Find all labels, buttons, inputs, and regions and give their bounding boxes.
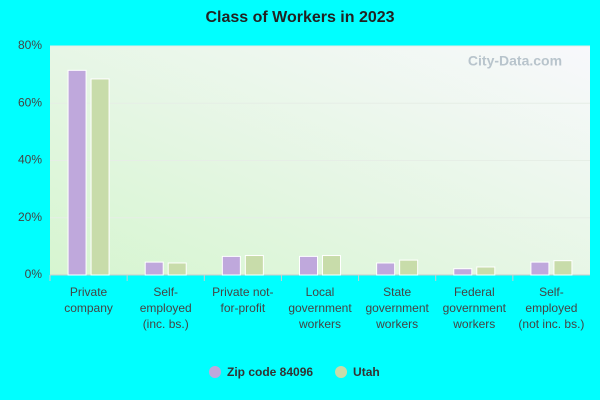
x-tick-label: Private company — [64, 285, 113, 315]
bar — [376, 262, 396, 276]
legend-label: Zip code 84096 — [227, 365, 313, 379]
x-tick-label: Local government workers — [288, 285, 352, 331]
bar — [476, 266, 496, 276]
bar — [299, 255, 318, 276]
y-tick-label: 80% — [18, 38, 42, 52]
legend-swatch — [209, 366, 221, 378]
y-tick-label: 60% — [18, 95, 42, 109]
y-tick-label: 0% — [25, 267, 43, 281]
y-tick-label: 20% — [18, 210, 42, 224]
x-tick-label: Self-employed (not inc. bs.) — [518, 285, 585, 331]
bar — [322, 255, 341, 276]
x-tick-label: Federal government workers — [442, 285, 506, 331]
bar — [167, 262, 187, 276]
bar — [530, 261, 550, 276]
bar — [453, 268, 473, 276]
legend-swatch — [335, 366, 348, 378]
bar — [399, 259, 419, 276]
bar — [144, 261, 164, 276]
x-tick-label: State government workers — [365, 285, 429, 331]
bar — [67, 69, 87, 276]
legend-label: Utah — [353, 365, 380, 379]
x-tick-label: Self-employed (inc. bs.) — [139, 285, 192, 331]
x-tick-label: Private not-for-profit — [212, 285, 274, 315]
bar — [221, 255, 241, 276]
bar — [90, 78, 110, 276]
chart-title: Class of Workers in 2023 — [205, 9, 394, 26]
watermark: City-Data.com — [468, 53, 562, 69]
bar — [553, 260, 573, 276]
bar — [244, 255, 264, 276]
y-tick-label: 40% — [18, 153, 42, 167]
